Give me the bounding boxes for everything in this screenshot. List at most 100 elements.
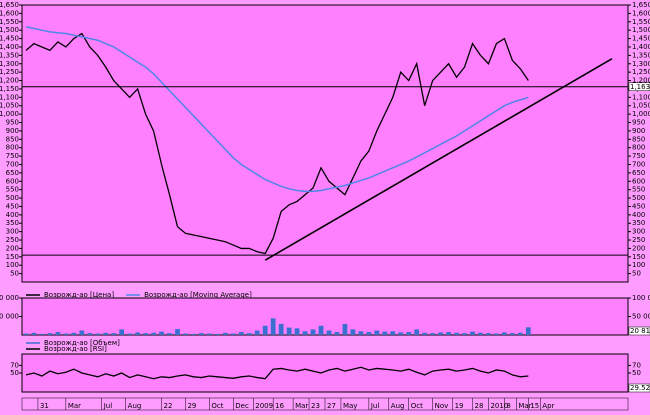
y-tick-label: 100 000	[632, 294, 650, 302]
volume-bar	[374, 330, 380, 335]
x-tick-label: Aug	[391, 402, 405, 410]
volume-bar	[71, 332, 77, 335]
y-tick-label: 800	[632, 144, 645, 152]
y-tick-label: 550	[632, 186, 645, 194]
volume-bar	[167, 333, 172, 335]
y-tick-label-left: 1,200	[0, 77, 19, 85]
y-tick-label-left: 1,100	[0, 93, 19, 101]
volume-bar	[454, 332, 459, 335]
x-tick-label: Mar	[68, 402, 81, 410]
volume-bar	[135, 332, 141, 335]
volume-bar	[502, 332, 507, 335]
y-tick-label: 1,000	[632, 110, 650, 118]
volume-bar	[95, 333, 101, 335]
volume-bar	[119, 329, 125, 335]
panel	[21, 353, 629, 393]
marker-label: 29.521	[630, 384, 650, 392]
volume-bar	[326, 330, 332, 335]
y-tick-label: 1,450	[632, 35, 650, 43]
y-tick-label: 150	[632, 253, 645, 261]
y-tick-label-left: 1,450	[0, 35, 19, 43]
x-tick-label: May	[343, 402, 357, 410]
y-tick-label: 500	[632, 194, 645, 202]
y-tick-label: 350	[632, 219, 645, 227]
y-tick-label: 1,650	[632, 1, 650, 9]
volume-bar	[222, 332, 228, 335]
y-tick-label: 950	[632, 119, 645, 127]
series-line	[25, 366, 529, 380]
y-tick-label: 50	[632, 270, 641, 278]
y-tick-label-left: 950	[6, 119, 19, 127]
marker-box	[628, 82, 650, 92]
x-tick-label: 31	[40, 402, 49, 410]
volume-bar	[318, 325, 324, 335]
y-tick-label-left: 850	[6, 135, 19, 143]
volume-bar	[350, 329, 356, 335]
y-tick-label-left: 700	[6, 160, 19, 168]
volume-bar	[334, 332, 340, 335]
y-tick-label: 1,300	[632, 60, 650, 68]
y-tick-label-left: 400	[6, 211, 19, 219]
volume-bar	[151, 332, 156, 335]
y-tick-label-left: 1,550	[0, 18, 19, 26]
series-line	[25, 32, 529, 255]
y-tick-label-left: 250	[6, 236, 19, 244]
y-tick-label: 250	[632, 236, 645, 244]
y-tick-label-left: 1,650	[0, 1, 19, 9]
y-tick-label-left: 1,000	[0, 110, 19, 118]
y-tick-label-left: 750	[6, 152, 19, 160]
y-tick-label-left: 800	[6, 144, 19, 152]
y-tick-label-left: 200	[6, 244, 19, 252]
volume-bar	[478, 332, 483, 335]
y-tick-label-left: 1,400	[0, 43, 19, 51]
y-tick-label: 50 000	[632, 313, 650, 321]
y-tick-label-left: 70	[10, 361, 19, 369]
volume-bar	[214, 333, 220, 335]
volume-bar	[175, 329, 180, 335]
volume-bar	[462, 333, 467, 335]
volume-bar	[23, 333, 29, 335]
volume-bar	[342, 323, 348, 335]
y-tick-label: 100	[632, 261, 645, 269]
y-tick-label-left: 1,150	[0, 85, 19, 93]
x-tick-label: 28	[475, 402, 484, 410]
volume-bar	[398, 332, 404, 335]
y-tick-label-left: 550	[6, 186, 19, 194]
x-tick-label: 19	[455, 402, 464, 410]
volume-bar	[438, 332, 444, 335]
x-tick-label: Apr	[542, 402, 554, 410]
series-line	[25, 26, 529, 193]
volume-bar	[206, 333, 212, 335]
volume-bar	[406, 332, 412, 335]
y-tick-label-left: 1,300	[0, 60, 19, 68]
volume-bar	[262, 325, 268, 335]
volume-bar	[87, 333, 93, 335]
x-tick-label: Mar	[518, 402, 531, 410]
y-tick-label-left: 650	[6, 169, 19, 177]
volume-bar	[39, 333, 45, 335]
legend-label: Возрожд-ао [Moving Average]	[144, 291, 252, 299]
y-tick-label: 1,600	[632, 9, 650, 17]
y-tick-label-left: 350	[6, 219, 19, 227]
y-tick-label-left: 300	[6, 228, 19, 236]
x-tick-label: Nov	[435, 402, 449, 410]
volume-bar	[294, 328, 300, 335]
volume-bar	[286, 327, 292, 335]
x-tick-label: Jul	[370, 402, 380, 410]
x-tick-label: 2009	[255, 402, 273, 410]
y-tick-label-left: 100	[6, 261, 19, 269]
legend-label: Возрожд-ао [Цена]	[44, 291, 114, 299]
y-tick-label: 70	[632, 361, 641, 369]
volume-bar	[238, 332, 244, 335]
x-tick-label: 27	[327, 402, 336, 410]
x-tick-label: 8	[506, 402, 510, 410]
y-tick-label-left: 1,050	[0, 102, 19, 110]
volume-bar	[254, 330, 260, 335]
volume-bar	[127, 333, 133, 335]
y-tick-label: 750	[632, 152, 645, 160]
y-tick-label: 300	[632, 228, 645, 236]
marker-label: 20 817	[630, 327, 650, 335]
volume-bar	[302, 331, 308, 335]
y-tick-label-left: 1,500	[0, 26, 19, 34]
